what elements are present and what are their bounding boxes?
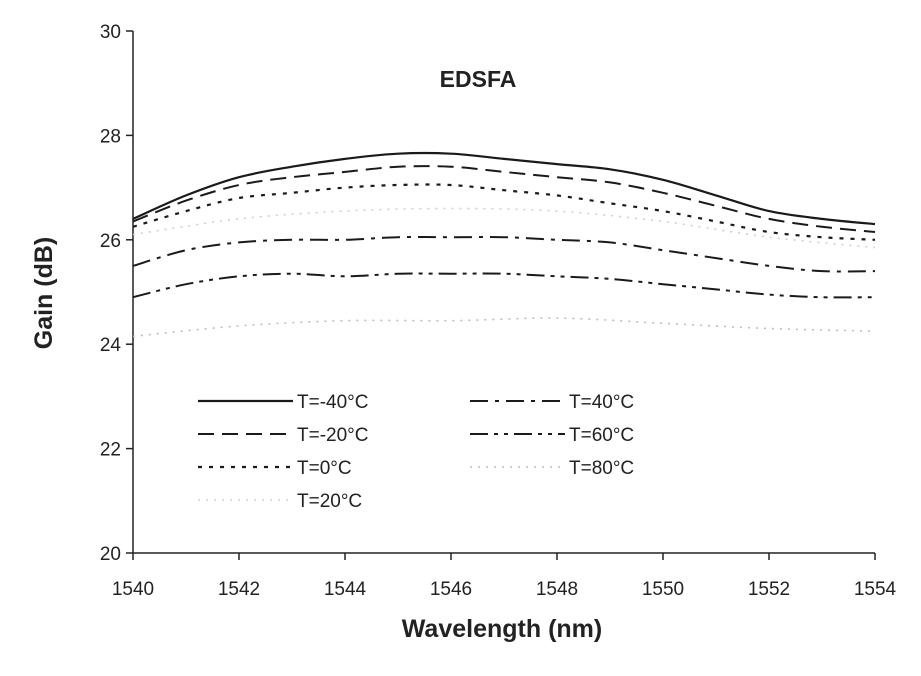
- x-tick-label: 1546: [430, 579, 472, 600]
- legend-label: T=-20°C: [297, 425, 368, 446]
- series-line-3: [132, 183, 876, 241]
- legend-label: T=80°C: [569, 458, 634, 479]
- x-tick-label: 1542: [218, 579, 260, 600]
- x-tick-label: 1540: [112, 579, 154, 600]
- y-tick-label: 28: [100, 126, 121, 147]
- y-tick-label: 20: [100, 544, 121, 565]
- legend-label: T=20°C: [297, 491, 362, 512]
- series-line-6: [132, 272, 876, 299]
- x-axis-title: Wavelength (nm): [402, 615, 602, 643]
- x-tick-label: 1544: [324, 579, 367, 600]
- series-line-5: [132, 236, 876, 273]
- y-axis-title: Gain (dB): [30, 237, 58, 350]
- legend-label: T=40°C: [569, 392, 634, 413]
- legend: T=-40°C T=-20°C T=0°C T=20°C T=40°C T=60°C T=8…: [198, 392, 634, 512]
- x-tick-label: 1552: [748, 579, 790, 600]
- series-line-7: [132, 317, 876, 338]
- x-tick-label: 1554: [854, 579, 897, 600]
- legend-label: T=60°C: [569, 425, 634, 446]
- y-tick-label: 22: [100, 440, 121, 461]
- y-tick-label: 26: [100, 231, 121, 252]
- y-tick-label: 24: [100, 335, 122, 356]
- y-tick-label: 30: [100, 22, 121, 43]
- series-line-1: [132, 151, 876, 226]
- legend-label: T=0°C: [297, 458, 352, 479]
- legend-label: T=-40°C: [297, 392, 368, 413]
- x-tick-label: 1548: [536, 579, 578, 600]
- series-lines: [132, 151, 876, 338]
- chart-title: EDSFA: [440, 66, 517, 92]
- series-line-2: [132, 165, 876, 233]
- axis-ticks: 20 22 24 26 28 30 1540 1542 1544 1546 1548 1550 1552…: [100, 22, 897, 600]
- plot-area: [132, 31, 875, 554]
- x-tick-label: 1550: [642, 579, 684, 600]
